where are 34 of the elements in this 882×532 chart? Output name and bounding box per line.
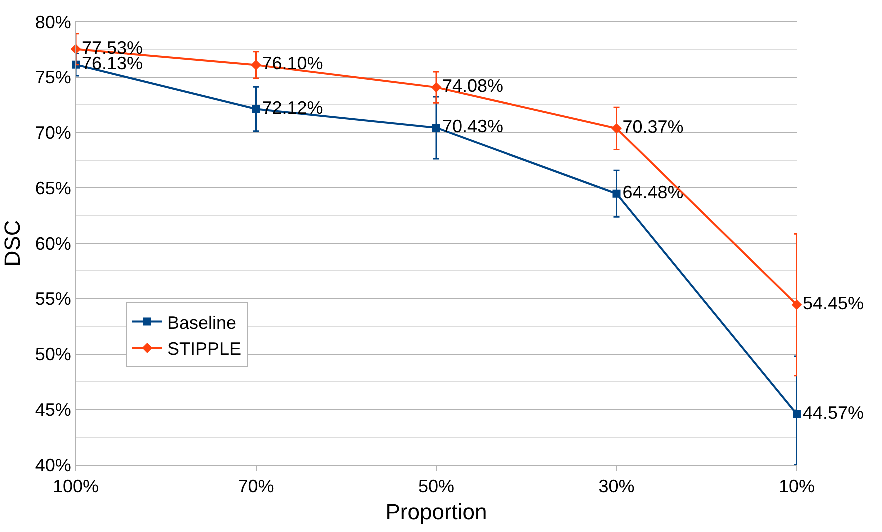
point [252, 105, 260, 114]
data-label: 76.13% [82, 53, 144, 74]
y-tick-label: 75% [35, 68, 72, 88]
y-tick-label: 40% [35, 455, 72, 476]
y-tick-label: 80% [35, 12, 72, 32]
x-tick-label: 50% [418, 476, 455, 497]
data-label: 70.37% [622, 117, 684, 138]
data-label: 44.57% [803, 402, 864, 423]
data-label: 70.43% [442, 116, 504, 136]
y-tick-label: 70% [35, 123, 72, 144]
point [431, 82, 442, 93]
legend-label: Baseline [167, 312, 237, 333]
x-tick-label: 100% [52, 476, 100, 497]
y-tick-label: 45% [35, 400, 72, 420]
point [792, 300, 802, 310]
data-label: 74.08% [442, 76, 504, 96]
x-axis-title: Proportion [386, 500, 488, 524]
x-tick-label: 10% [778, 476, 816, 497]
y-tick-label: 65% [35, 178, 72, 198]
y-tick-label: 50% [35, 344, 72, 365]
x-tick-label: 70% [238, 476, 274, 497]
y-tick-label: 60% [35, 234, 72, 254]
x-tick-label: 30% [598, 476, 635, 497]
data-label: 76.10% [262, 54, 324, 74]
point [612, 190, 621, 198]
y-tick-label: 55% [35, 289, 72, 310]
point [251, 60, 262, 70]
point [612, 123, 622, 134]
point [793, 410, 801, 418]
point [432, 124, 440, 132]
legend-label: STIPPLE [167, 339, 242, 360]
data-label: 54.45% [803, 293, 864, 314]
data-label: 64.48% [622, 182, 684, 202]
y-axis-title: DSC [0, 220, 26, 267]
